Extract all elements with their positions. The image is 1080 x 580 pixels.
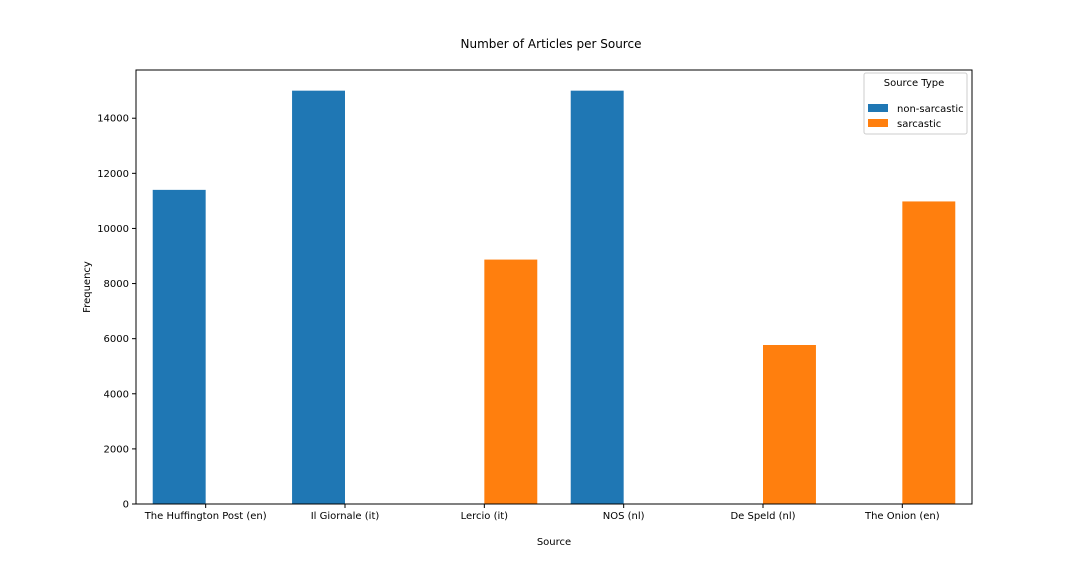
bar-sarcastic [484,259,538,504]
legend-label: non-sarcastic [897,104,964,115]
y-tick-label: 2000 [104,444,129,455]
legend-swatch-non-sarcastic [868,104,888,112]
plot-frame [135,69,973,505]
x-axis-label: Source [537,537,571,548]
bar-sarcastic [763,345,816,504]
bar-non-sarcastic [570,90,624,505]
legend-label: sarcastic [897,119,941,130]
legend-swatch-sarcastic [868,119,888,127]
x-tick-label: Lercio (it) [461,511,509,522]
y-tick-label: 4000 [104,389,129,400]
x-tick-label: Il Giornale (it) [311,511,380,522]
legend: Source Type non-sarcastic sarcastic [863,72,968,135]
bar-non-sarcastic [292,90,345,505]
legend-items: non-sarcastic sarcastic [868,104,964,130]
y-axis: 0 2000 4000 6000 8000 10000 12000 14000 [97,114,136,511]
bar-sarcastic [902,201,956,504]
y-tick-label: 8000 [104,279,129,290]
y-tick-label: 0 [123,500,129,511]
y-tick-label: 6000 [104,334,129,345]
y-tick-label: 10000 [97,224,129,235]
y-tick-label: 14000 [97,114,129,125]
x-tick-label: De Speld (nl) [730,511,795,522]
x-axis: The Huffington Post (en) Il Giornale (it)… [144,504,940,522]
bar-non-sarcastic [152,189,206,504]
y-axis-label: Frequency [82,261,93,313]
chart-title: Number of Articles per Source [461,37,642,51]
x-tick-label: The Onion (en) [864,511,940,522]
x-tick-label: The Huffington Post (en) [144,511,267,522]
legend-title: Source Type [884,78,945,89]
y-tick-label: 12000 [97,169,129,180]
x-tick-label: NOS (nl) [603,511,645,522]
legend-box [863,72,968,135]
bars-group [152,90,956,505]
